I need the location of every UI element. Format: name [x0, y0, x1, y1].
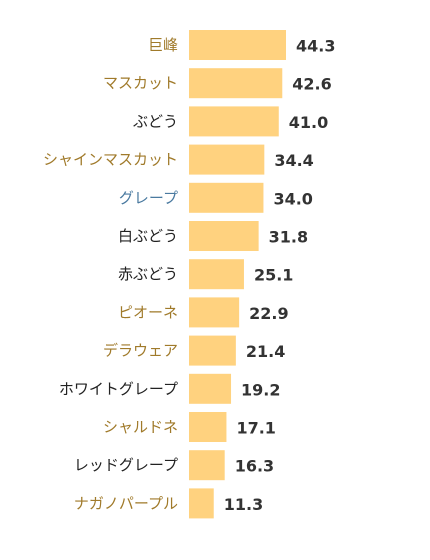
bar	[189, 259, 244, 290]
category-label: グレープ	[119, 189, 178, 207]
value-label: 22.9	[249, 304, 288, 323]
bar	[189, 373, 232, 404]
value-label: 16.3	[235, 457, 274, 476]
bar	[189, 182, 264, 213]
category-label: ぶどう	[133, 112, 178, 130]
value-label: 31.8	[269, 228, 308, 247]
category-label: マスカット	[103, 74, 178, 92]
category-label: ピオーネ	[118, 303, 178, 321]
value-label: 34.4	[274, 151, 313, 170]
value-label: 34.0	[273, 189, 312, 208]
category-label: デラウェア	[103, 342, 178, 360]
bar	[189, 106, 279, 137]
bar	[189, 30, 286, 60]
bar	[189, 68, 283, 99]
bar	[189, 412, 227, 442]
bar	[189, 144, 265, 175]
value-label: 41.0	[289, 113, 328, 132]
bar	[189, 297, 240, 328]
value-label: 42.6	[292, 75, 331, 94]
category-label: ホワイトグレープ	[59, 380, 178, 398]
value-labels: 44.3 42.6 41.0 34.4 34.0 31.8 25.1 22.9 21.4 19.2…	[224, 37, 336, 514]
value-label: 19.2	[241, 380, 280, 399]
category-label: ナガノパープル	[74, 494, 178, 512]
category-label: シャルドネ	[103, 418, 178, 436]
category-label: 巨峰	[148, 36, 178, 54]
bar	[189, 221, 259, 251]
category-label: レッドグレープ	[74, 456, 178, 474]
category-label: 赤ぶどう	[118, 265, 178, 283]
category-labels: 巨峰マスカットぶどうシャインマスカットグレープ白ぶどう赤ぶどうピオーネデラウェア…	[43, 36, 178, 512]
value-label: 44.3	[296, 37, 335, 56]
bars	[189, 30, 286, 519]
value-label: 25.1	[254, 266, 293, 285]
category-label: シャインマスカット	[43, 151, 178, 169]
bar	[189, 335, 236, 366]
value-label: 21.4	[246, 342, 285, 361]
value-label: 11.3	[224, 495, 263, 514]
bar	[189, 450, 225, 481]
bar	[189, 488, 214, 519]
value-label: 17.1	[236, 419, 275, 438]
category-label: 白ぶどう	[118, 227, 178, 245]
